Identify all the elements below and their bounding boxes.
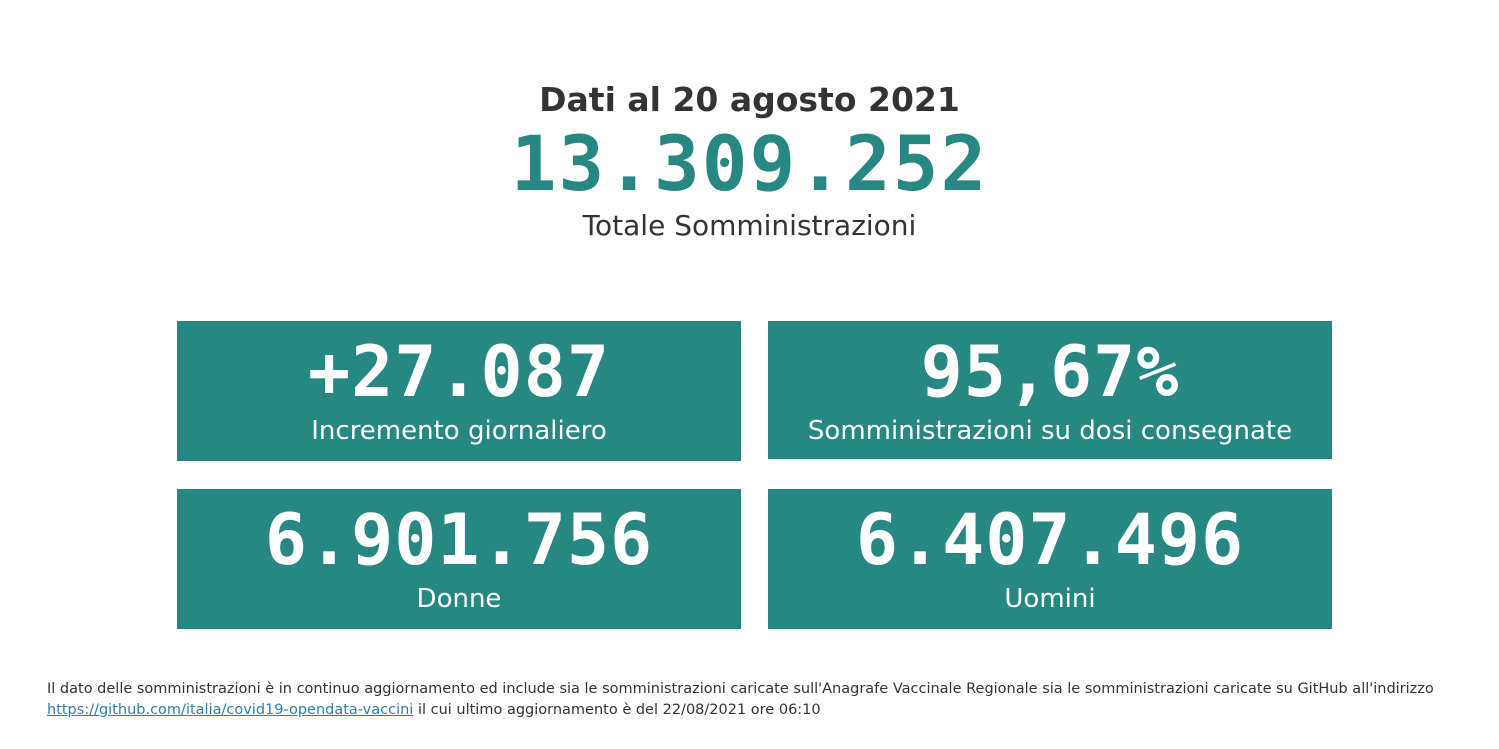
men-value: 6.407.496 xyxy=(855,499,1245,581)
daily-increase-label: Incremento giornaliero xyxy=(311,416,607,446)
date-label: Dati al 20 agosto 2021 xyxy=(539,80,960,119)
delivered-ratio-label: Somministrazioni su dosi consegnate xyxy=(807,416,1293,446)
men-card: 6.407.496 Uomini xyxy=(768,489,1332,629)
daily-increase-card: +27.087 Incremento giornaliero xyxy=(177,321,741,461)
summary-header: Dati al 20 agosto 2021 13.309.252 Totale… xyxy=(0,78,1499,248)
footnote-text-after: il cui ultimo aggiornamento è del 22/08/… xyxy=(417,702,821,718)
delivered-ratio-card: 95,67% Somministrazioni su dosi consegna… xyxy=(768,321,1332,459)
delivered-ratio-value: 95,67% xyxy=(920,331,1180,413)
total-administrations-label: Totale Somministrazioni xyxy=(582,209,917,242)
men-label: Uomini xyxy=(1004,584,1096,614)
footnote-text-before: Il dato delle somministrazioni è in cont… xyxy=(47,681,1434,697)
women-value: 6.901.756 xyxy=(264,499,654,581)
women-card: 6.901.756 Donne xyxy=(177,489,741,629)
data-source-footnote: Il dato delle somministrazioni è in cont… xyxy=(47,679,1487,721)
women-label: Donne xyxy=(416,584,502,614)
total-administrations-value: 13.309.252 xyxy=(510,119,989,208)
github-link[interactable]: https://github.com/italia/covid19-openda… xyxy=(47,702,414,718)
daily-increase-value: +27.087 xyxy=(307,331,610,413)
